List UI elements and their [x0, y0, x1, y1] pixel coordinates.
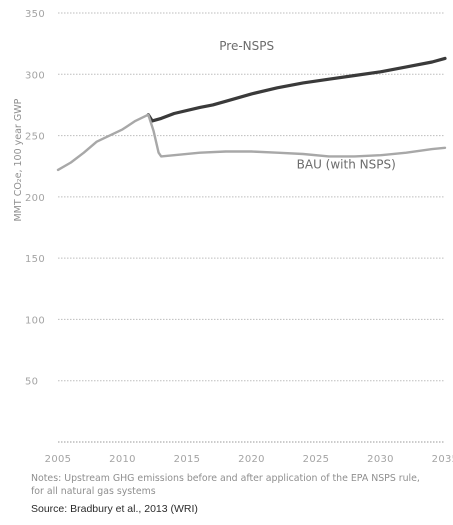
x-tick-label: 2010: [109, 454, 136, 465]
series-label: BAU (with NSPS): [297, 158, 396, 172]
y-axis-label: MMT CO₂e, 100 year GWP: [13, 98, 24, 221]
y-tick-label: 350: [25, 9, 45, 20]
y-tick-label: 150: [25, 254, 45, 265]
x-tick-label: 2020: [238, 454, 265, 465]
series-labels: Pre-NSPS BAU (with NSPS): [219, 39, 396, 172]
x-tick-labels: 2005 2010 2015 2020 2025 2030 2035: [45, 454, 453, 465]
chart-svg: 50 100 150 200 250 300 350 2005 2010 2015 2020 202…: [13, 9, 453, 465]
y-tick-labels: 50 100 150 200 250 300 350: [25, 9, 45, 388]
x-tick-label: 2005: [45, 454, 72, 465]
series-layer: [56, 56, 447, 172]
y-tick-label: 300: [25, 70, 45, 81]
chart-note: Notes: Upstream GHG emissions before and…: [31, 473, 420, 497]
x-tick-label: 2035: [432, 454, 453, 465]
y-tick-label: 100: [25, 315, 45, 326]
x-tick-label: 2025: [303, 454, 330, 465]
y-tick-label: 250: [25, 132, 45, 143]
chart-source: Source: Bradbury et al., 2013 (WRI): [31, 503, 198, 515]
x-tick-label: 2015: [174, 454, 201, 465]
y-tick-label: 200: [25, 193, 45, 204]
x-tick-label: 2030: [367, 454, 394, 465]
series-line-pre-nsps: [146, 56, 447, 123]
grid-layer: [58, 12, 445, 443]
series-line-bau-with-nsps: [56, 113, 447, 172]
series-label: Pre-NSPS: [219, 39, 274, 53]
y-tick-label: 50: [25, 377, 38, 388]
